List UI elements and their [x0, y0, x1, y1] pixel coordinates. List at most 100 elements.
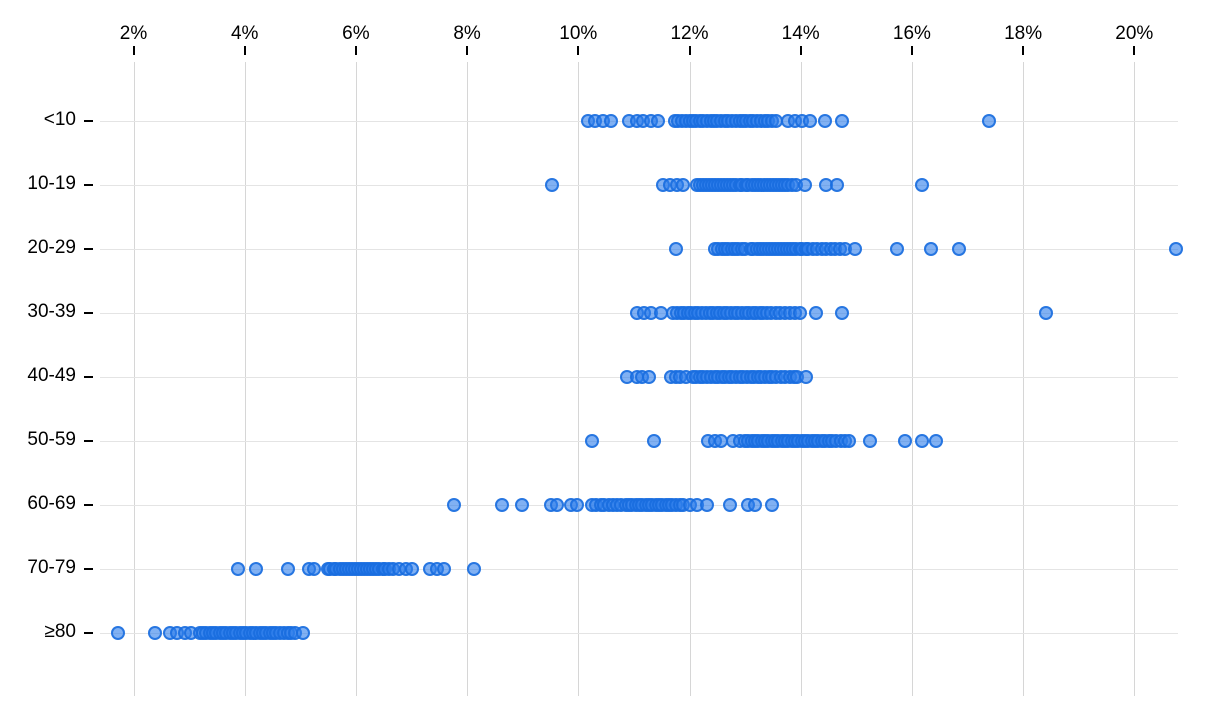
x-tick-label: 6% — [342, 23, 370, 44]
vertical-gridline — [133, 62, 135, 696]
row-gridline — [100, 441, 1178, 443]
vertical-gridline — [244, 62, 246, 696]
data-point — [1038, 306, 1053, 321]
y-category-label: <10 — [43, 108, 76, 130]
data-point — [842, 434, 857, 449]
data-point — [675, 178, 690, 193]
data-point — [835, 306, 850, 321]
x-tick-label: 8% — [453, 23, 481, 44]
y-category-label: 10-19 — [27, 172, 76, 194]
x-tick-mark — [1022, 46, 1025, 55]
x-tick-mark — [132, 46, 135, 55]
data-point — [863, 434, 878, 449]
x-tick-mark — [1133, 46, 1136, 55]
x-tick-label: 20% — [1115, 23, 1154, 44]
y-tick-mark — [84, 440, 93, 443]
y-tick-mark — [84, 632, 93, 635]
y-tick-mark — [84, 120, 93, 122]
x-tick-label: 12% — [670, 23, 709, 44]
data-point — [466, 562, 481, 577]
data-point — [110, 626, 125, 641]
x-tick-mark — [577, 46, 580, 55]
x-tick-mark — [688, 46, 691, 55]
data-point — [603, 114, 618, 128]
x-tick-label: 14% — [781, 23, 820, 44]
data-point — [808, 306, 823, 321]
data-point — [699, 498, 714, 513]
vertical-gridline — [911, 62, 913, 696]
data-point — [651, 114, 666, 128]
y-tick-mark — [84, 504, 93, 507]
vertical-gridline — [1134, 62, 1136, 696]
data-point — [1169, 242, 1183, 257]
data-point — [405, 562, 420, 577]
x-tick-label: 10% — [559, 23, 598, 44]
data-point — [570, 498, 585, 513]
row-gridline — [100, 569, 1178, 571]
data-point — [550, 498, 565, 513]
data-point — [545, 178, 560, 193]
data-point — [148, 626, 163, 641]
y-category-label: 30-39 — [27, 301, 76, 323]
data-point — [668, 242, 683, 257]
data-point — [495, 498, 510, 513]
data-point — [928, 434, 943, 449]
data-point — [249, 562, 264, 577]
vertical-gridline — [467, 62, 469, 696]
y-category-label: 70-79 — [27, 557, 76, 579]
data-point — [798, 370, 813, 385]
x-tick-mark — [799, 46, 802, 55]
vertical-gridline — [355, 62, 357, 696]
row-gridline — [100, 185, 1178, 187]
y-tick-mark — [84, 376, 93, 379]
data-point — [646, 434, 661, 449]
vertical-gridline — [1023, 62, 1025, 696]
data-point — [890, 242, 905, 257]
data-point — [835, 114, 850, 128]
data-point — [641, 370, 656, 385]
data-point — [848, 242, 863, 257]
data-point — [296, 626, 311, 641]
x-tick-label: 4% — [230, 23, 259, 44]
data-point — [802, 114, 817, 128]
y-tick-mark — [84, 568, 93, 571]
y-category-label: 20-29 — [27, 237, 76, 259]
data-point — [748, 498, 763, 513]
data-point — [723, 498, 738, 513]
data-point — [924, 242, 939, 257]
row-gridline — [100, 249, 1178, 251]
data-point — [307, 562, 322, 577]
data-point — [792, 306, 807, 321]
y-tick-mark — [84, 184, 93, 187]
y-tick-mark — [84, 312, 93, 315]
data-point — [914, 434, 929, 449]
data-point — [584, 434, 599, 449]
data-point — [515, 498, 530, 513]
data-point — [231, 562, 246, 577]
data-point — [447, 498, 462, 513]
data-point — [897, 434, 912, 449]
data-point — [281, 562, 296, 577]
y-category-label: 50-59 — [27, 429, 76, 451]
vertical-gridline — [578, 62, 580, 696]
y-category-label: ≥80 — [44, 621, 76, 643]
x-tick-mark — [243, 46, 246, 55]
y-tick-mark — [84, 248, 93, 251]
data-point — [817, 114, 832, 128]
x-tick-label: 18% — [1004, 23, 1043, 44]
x-tick-label: 16% — [892, 23, 931, 44]
data-point — [764, 498, 779, 513]
x-tick-mark — [354, 46, 357, 55]
data-point — [830, 178, 845, 193]
data-point — [982, 114, 997, 128]
x-tick-label: 2% — [119, 23, 148, 44]
data-point — [436, 562, 451, 577]
data-point — [915, 178, 930, 193]
x-tick-mark — [466, 46, 469, 55]
data-point — [797, 178, 812, 193]
row-gridline — [100, 633, 1178, 635]
x-tick-mark — [910, 46, 913, 55]
y-category-label: 60-69 — [27, 493, 76, 515]
y-category-label: 40-49 — [27, 365, 76, 387]
